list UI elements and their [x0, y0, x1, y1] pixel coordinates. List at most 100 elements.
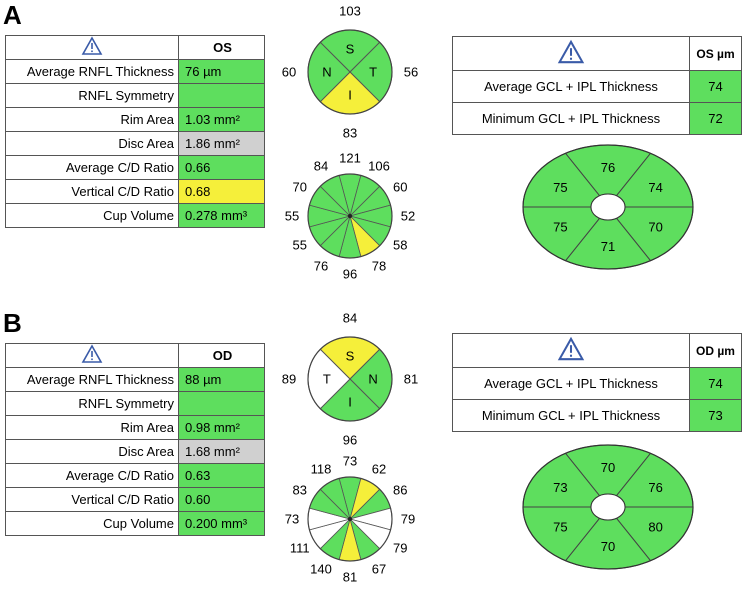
quadrant-value-i: 83 — [343, 126, 357, 141]
quadrant-chart-os: S 103 T 56 I 83 N 60 — [282, 4, 418, 141]
gcl-row-value: 72 — [689, 102, 742, 135]
row-label: RNFL Symmetry — [5, 83, 179, 108]
ellipse-fovea — [590, 193, 626, 221]
clock-value: 73 — [343, 454, 357, 469]
clock-value: 83 — [293, 483, 307, 498]
clock-value: 121 — [339, 151, 361, 166]
clock-value: 140 — [310, 562, 332, 577]
warning-triangle-icon — [81, 36, 103, 55]
clock-value: 60 — [393, 180, 407, 195]
row-label: Average C/D Ratio — [5, 463, 179, 488]
row-value: 88 µm — [178, 367, 265, 392]
ellipse-value: 73 — [553, 480, 567, 495]
gcl-header: OS µm — [689, 36, 742, 71]
clock-center-dot — [348, 214, 352, 218]
rnfl-parameter-table-od: OD Average RNFL Thickness 88 µm RNFL Symm… — [5, 343, 265, 536]
ellipse-value: 71 — [601, 239, 615, 254]
row-value: 0.60 — [178, 487, 265, 512]
quadrant-letter-s: S — [346, 348, 355, 363]
gcl-row-value: 74 — [689, 70, 742, 103]
gcl-ipl-table-od: OD µm Average GCL + IPL Thickness 74 Mini… — [452, 333, 742, 432]
clock-value: 55 — [285, 209, 299, 224]
clock-outline — [307, 173, 393, 259]
row-value: 0.66 — [178, 155, 265, 180]
clock-value: 67 — [372, 562, 386, 577]
row-label: Average RNFL Thickness — [5, 367, 179, 392]
quadrant-letter-i: I — [348, 395, 352, 410]
ellipse-value: 75 — [553, 219, 567, 234]
quadrant-outline — [307, 29, 393, 115]
quadrant-value-n: 60 — [282, 65, 296, 80]
clock-value: 81 — [343, 570, 357, 585]
clock-value: 106 — [368, 158, 390, 173]
ellipse-outline — [522, 444, 694, 570]
ellipse-value: 70 — [601, 460, 615, 475]
warning-cell — [5, 35, 179, 60]
row-label: Average C/D Ratio — [5, 155, 179, 180]
warning-triangle-icon — [557, 39, 585, 64]
row-value — [178, 391, 265, 416]
ellipse-value: 74 — [648, 180, 662, 195]
quadrant-letter-t: T — [369, 65, 377, 80]
gcl-row-label: Average GCL + IPL Thickness — [452, 70, 690, 103]
clock-value: 58 — [393, 238, 407, 253]
clock-value: 118 — [311, 461, 332, 476]
quadrant-chart-od: S 84 N 81 I 96 T 89 — [282, 311, 418, 448]
quadrant-value-n: 81 — [404, 372, 418, 387]
clock-value: 55 — [293, 238, 307, 253]
clock-value: 70 — [293, 180, 307, 195]
clock-value: 111 — [290, 541, 310, 556]
gcl-row-value: 74 — [689, 367, 742, 400]
quadrant-letter-t: T — [323, 372, 331, 387]
warning-triangle-icon — [81, 344, 103, 363]
ellipse-value: 75 — [553, 519, 567, 534]
row-value: 0.98 mm² — [178, 415, 265, 440]
ellipse-value: 70 — [648, 219, 662, 234]
clock-value: 84 — [314, 158, 328, 173]
ellipse-value: 75 — [553, 180, 567, 195]
row-value: 0.200 mm³ — [178, 511, 265, 536]
panel-letter-b: B — [3, 308, 22, 338]
gcl-row-label: Average GCL + IPL Thickness — [452, 367, 690, 400]
clock-value: 52 — [401, 209, 415, 224]
quadrant-value-s: 103 — [339, 4, 361, 19]
ellipse-value: 70 — [601, 539, 615, 554]
quadrant-letter-i: I — [348, 88, 352, 103]
clock-value: 96 — [343, 267, 357, 282]
ellipse-value: 76 — [601, 160, 615, 175]
row-value: 76 µm — [178, 59, 265, 84]
row-label: Vertical C/D Ratio — [5, 487, 179, 512]
gcl-ipl-table-os: OS µm Average GCL + IPL Thickness 74 Mini… — [452, 36, 742, 135]
eye-header: OS — [178, 35, 265, 60]
eye-header: OD — [178, 343, 265, 368]
quadrant-value-t: 56 — [404, 65, 418, 80]
row-value: 1.03 mm² — [178, 107, 265, 132]
row-label: Disc Area — [5, 439, 179, 464]
warning-cell — [5, 343, 179, 368]
gcl-header: OD µm — [689, 333, 742, 368]
clock-value: 73 — [285, 512, 299, 527]
row-value: 1.68 mm² — [178, 439, 265, 464]
ellipse-fovea — [590, 493, 626, 521]
row-label: Cup Volume — [5, 511, 179, 536]
clock-value: 76 — [314, 259, 328, 274]
warning-cell — [452, 333, 690, 368]
ellipse-outline — [522, 144, 694, 270]
row-value: 0.278 mm³ — [178, 203, 265, 228]
clock-value: 79 — [401, 512, 415, 527]
row-label: Average RNFL Thickness — [5, 59, 179, 84]
clock-value: 78 — [372, 259, 386, 274]
quadrant-outline — [307, 336, 393, 422]
quadrant-letter-n: N — [322, 65, 331, 80]
row-value: 0.68 — [178, 179, 265, 204]
panel-letter-a: A — [3, 0, 22, 30]
clock-center-dot — [348, 517, 352, 521]
gcl-row-label: Minimum GCL + IPL Thickness — [452, 102, 690, 135]
gcl-ellipse-map-od: 70 76 80 70 75 73 — [522, 444, 694, 570]
clock-value: 62 — [372, 461, 386, 476]
ellipse-value: 76 — [648, 480, 662, 495]
row-label: Disc Area — [5, 131, 179, 156]
row-label: Cup Volume — [5, 203, 179, 228]
quadrant-letter-n: N — [368, 372, 377, 387]
